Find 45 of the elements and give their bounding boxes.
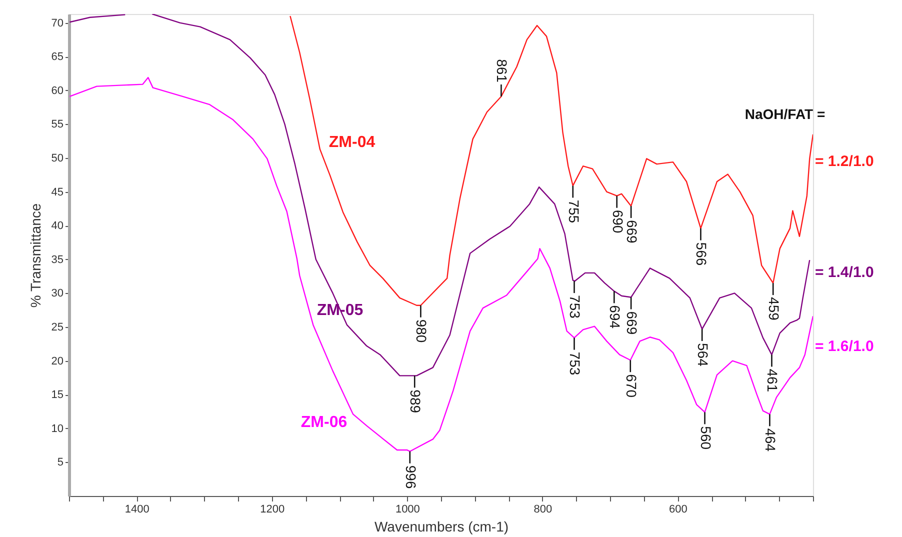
annotation: 694 xyxy=(607,305,624,329)
annotation: 669 xyxy=(624,220,640,244)
annotation: 980 xyxy=(414,319,430,343)
y-tick-label: 55 xyxy=(51,118,64,131)
x-tick-label: 1200 xyxy=(260,504,285,516)
annotation: 690 xyxy=(610,210,626,234)
annotation: 669 xyxy=(624,311,640,335)
annotation: 753 xyxy=(567,295,584,319)
x-tick-label: 800 xyxy=(534,504,552,516)
x-axis-title: Wavenumbers (cm-1) xyxy=(374,518,509,534)
annotation: 560 xyxy=(698,426,714,450)
annotation: 566 xyxy=(694,242,710,266)
annotation: 753 xyxy=(567,352,584,376)
y-tick-label: 60 xyxy=(51,84,64,97)
annotation: 461 xyxy=(764,368,781,392)
annotation: 459 xyxy=(766,297,782,321)
y-tick-label: 20 xyxy=(51,355,64,368)
x-tick-label: 600 xyxy=(669,504,688,516)
y-tick-label: 5 xyxy=(57,456,64,469)
y-tick-label: 50 xyxy=(51,152,64,164)
y-tick-label: 30 xyxy=(51,288,64,300)
text: = 1.6/1.0 xyxy=(815,338,874,355)
annotation: 996 xyxy=(402,465,419,489)
y-tick-label: 40 xyxy=(51,220,64,232)
annotation: 464 xyxy=(762,428,779,452)
y-tick-label: 35 xyxy=(51,254,64,266)
annotation: 670 xyxy=(623,374,640,398)
y-tick-label: 65 xyxy=(51,51,64,64)
text: = 1.4/1.0 xyxy=(815,264,874,281)
series-label: ZM-04 xyxy=(328,134,376,151)
annotation: 755 xyxy=(566,200,582,224)
series-label: ZM-06 xyxy=(300,414,348,431)
annotation: NaOH/FAT = xyxy=(744,106,826,122)
annotation: 564 xyxy=(695,343,712,367)
y-tick-label: 45 xyxy=(51,186,64,198)
y-tick-label: 15 xyxy=(51,389,64,402)
y-tick-label: 10 xyxy=(51,422,64,435)
annotation: 861 xyxy=(494,59,510,83)
y-axis-title: % Transmittance xyxy=(27,203,44,308)
annotation: 989 xyxy=(408,390,424,414)
text: = 1.2/1.0 xyxy=(815,153,874,170)
y-tick-label: 25 xyxy=(51,321,64,334)
x-tick-label: 1000 xyxy=(395,504,420,516)
y-tick-label: 70 xyxy=(51,17,64,30)
x-tick-label: 1400 xyxy=(124,504,150,516)
